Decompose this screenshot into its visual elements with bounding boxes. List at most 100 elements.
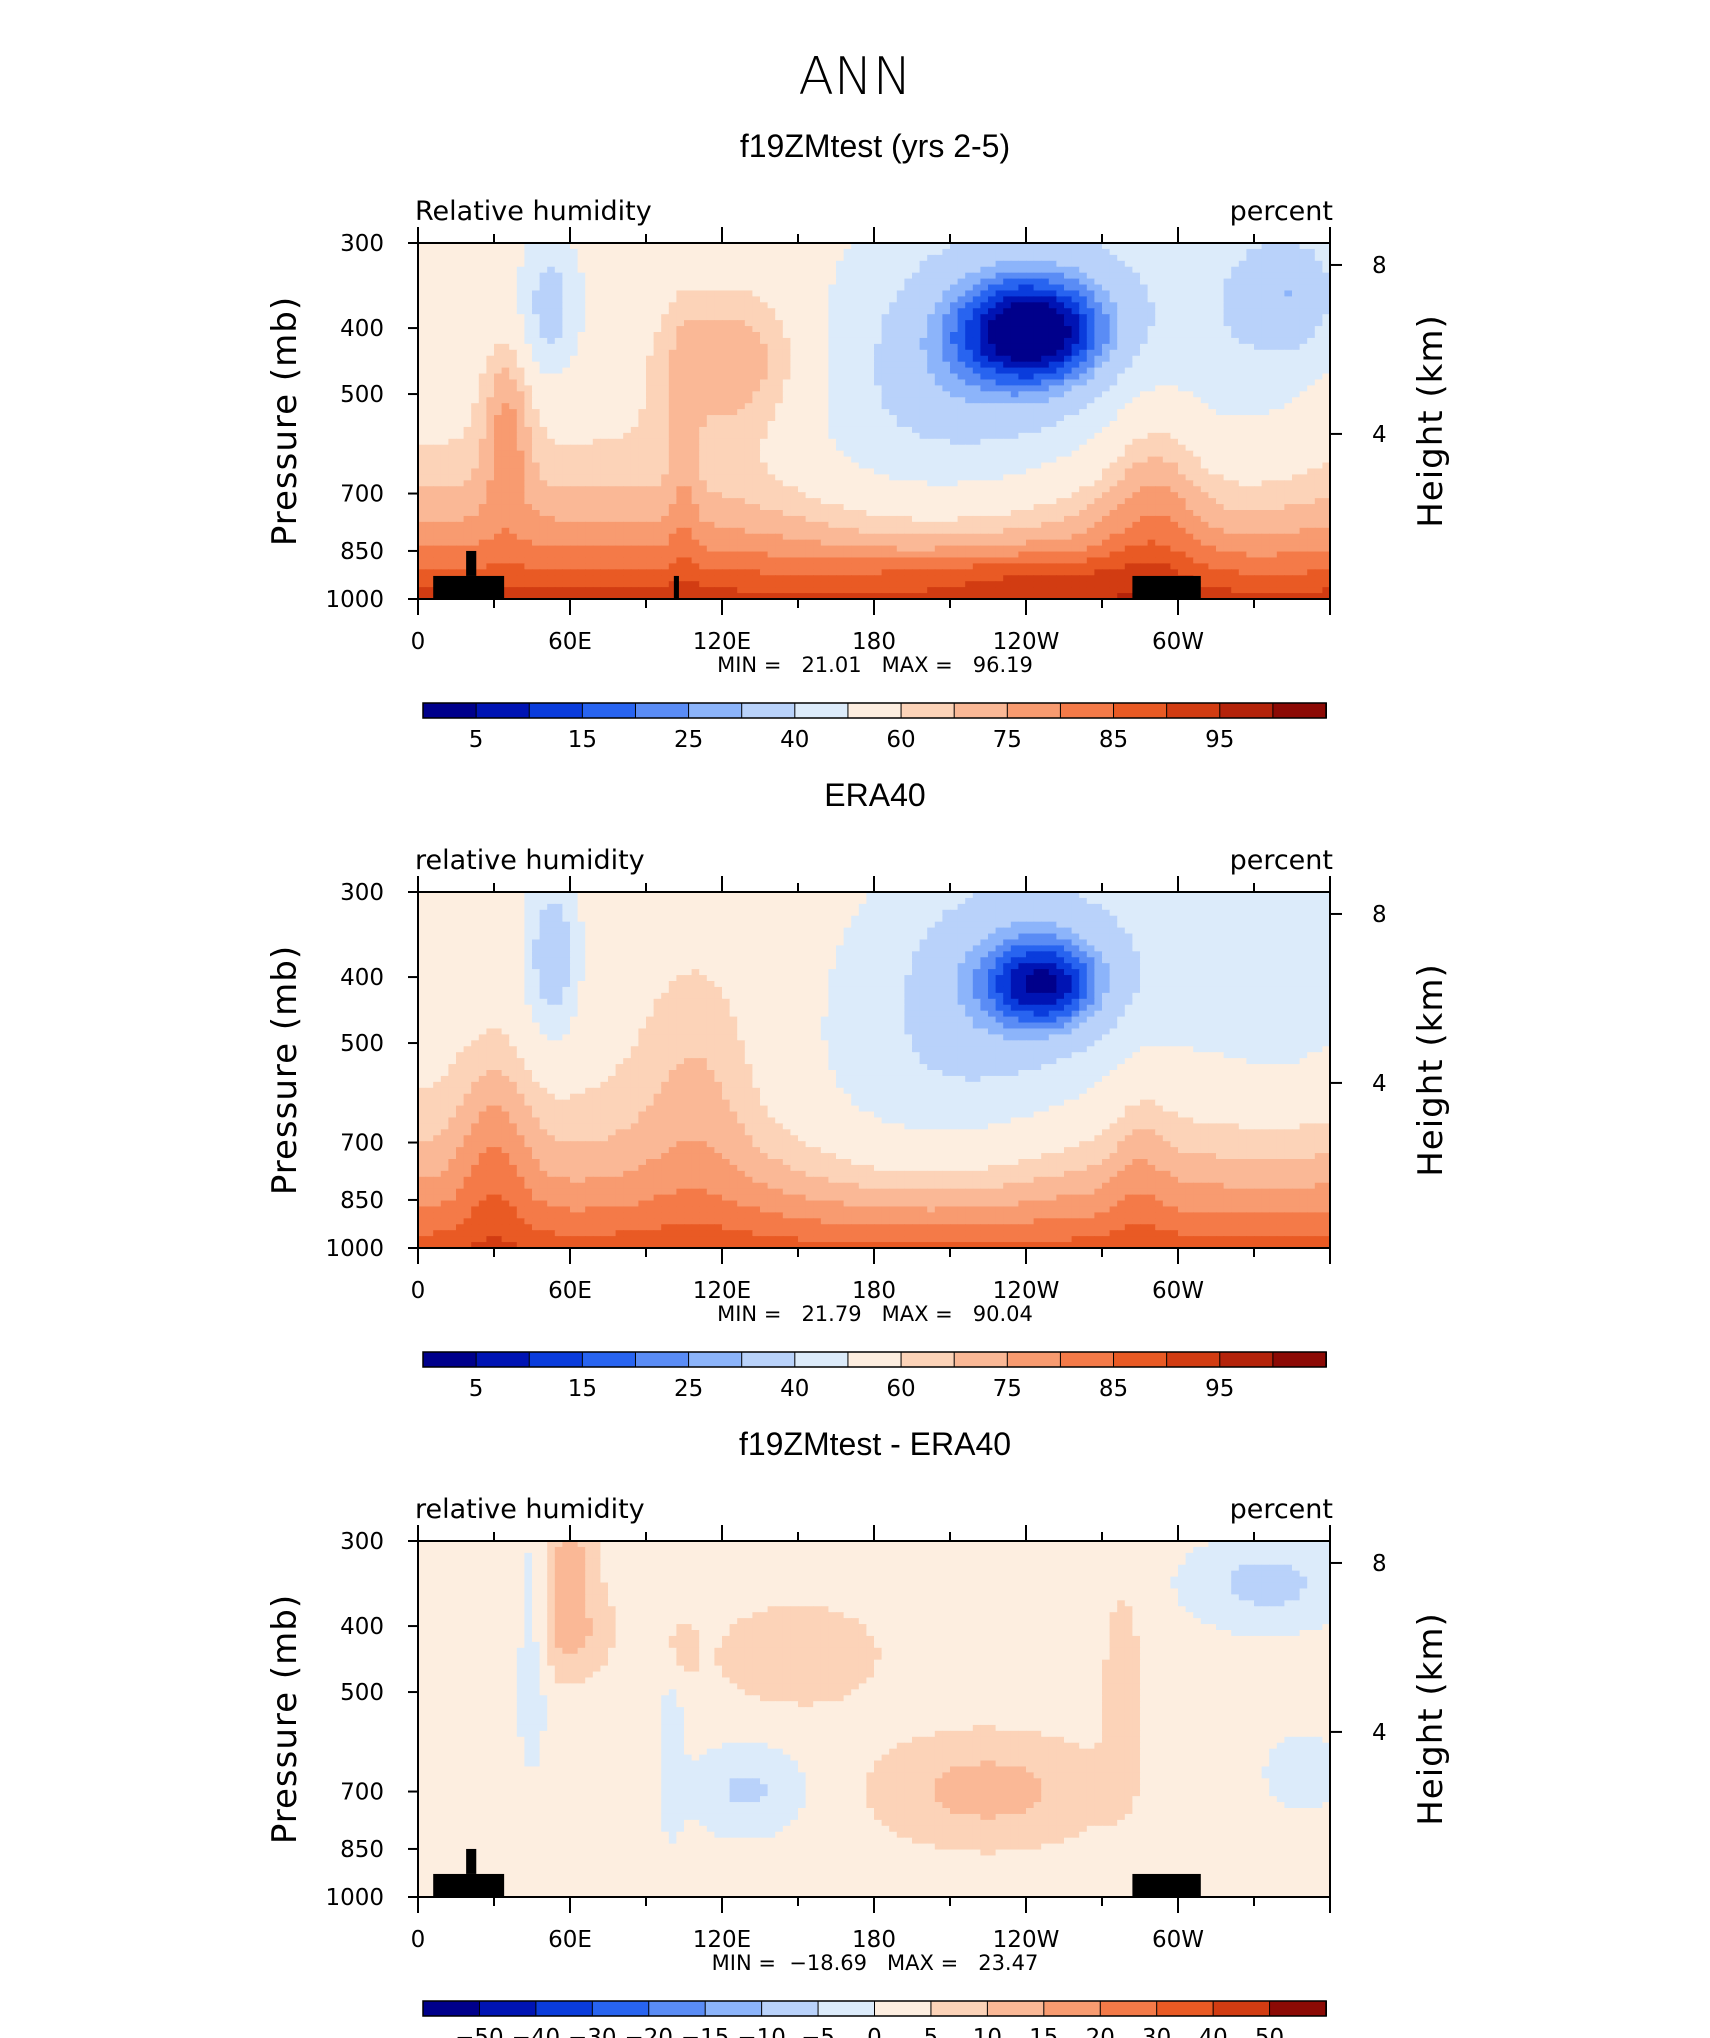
colorbar-swatch (986, 2000, 1045, 2017)
variable-label: relative humidity (415, 1494, 645, 1525)
x-tick-label: 0 (411, 1278, 426, 1304)
variable-label: relative humidity (415, 845, 645, 876)
colorbar-swatch (1219, 1351, 1274, 1368)
colorbar-label: 40 (1198, 2025, 1227, 2038)
y-tick-label: 500 (340, 1680, 384, 1706)
colorbar-label: 30 (1142, 2025, 1171, 2038)
y2-axis-title: Height (km) (1411, 963, 1451, 1177)
x-tick-label: 120W (993, 629, 1060, 655)
topography-mask (433, 1848, 1201, 1897)
colorbar-label: 60 (886, 1376, 915, 1402)
y2-axis-title: Height (km) (1411, 1612, 1451, 1826)
colorbar-swatch (1212, 2000, 1271, 2017)
y-axis-title: Pressure (mb) (265, 296, 305, 546)
x-tick-label: 180 (852, 1278, 896, 1304)
x-tick-label: 0 (411, 629, 426, 655)
colorbar-label: 0 (867, 2025, 882, 2038)
colorbar-swatch (634, 1351, 690, 1368)
panel-title: f19ZMtest - ERA40 (739, 1426, 1011, 1462)
colorbar-frame (422, 2000, 1327, 2017)
x-tick-label: 120E (693, 629, 751, 655)
colorbar-swatch (900, 702, 956, 719)
y2-tick-label: 4 (1372, 1720, 1387, 1746)
colorbar-swatch (688, 702, 743, 719)
x-tick-label: 60E (548, 1278, 592, 1304)
colorbar-label: 5 (469, 727, 484, 753)
y-tick-label: 400 (340, 965, 384, 991)
colorbar-swatch (874, 2000, 932, 2017)
colorbar-swatch (688, 1351, 743, 1368)
colorbar-label: 40 (780, 1376, 809, 1402)
y2-tick-label: 8 (1372, 902, 1387, 928)
colorbar-swatch (1113, 1351, 1168, 1368)
colorbar-label: 95 (1205, 1376, 1234, 1402)
y-tick-label: 700 (340, 1131, 384, 1157)
x-tick-label: 180 (852, 629, 896, 655)
colorbar-swatch (930, 2000, 989, 2017)
colorbar-swatch (900, 1351, 956, 1368)
contour-field (418, 1541, 1331, 1898)
topography-mask (433, 550, 1201, 599)
colorbar-label: −20 (624, 2025, 673, 2038)
colorbar: −50 −40 −30 −20 −15 −10 −5 0 5 10 15 20 30 40 50 (422, 2000, 1328, 2038)
y-tick-label: 1000 (325, 1236, 384, 1262)
colorbar-swatch (1059, 1351, 1115, 1368)
colorbar-swatch (581, 702, 637, 719)
x-tick-label: 60E (548, 629, 592, 655)
colorbar-swatch (847, 702, 903, 719)
colorbar-label: −15 (681, 2025, 730, 2038)
colorbar-swatch (1166, 1351, 1221, 1368)
colorbar-swatch (1006, 1351, 1062, 1368)
colorbar-frame (422, 702, 1327, 719)
colorbar-swatch (422, 702, 478, 719)
colorbar-label: 5 (469, 1376, 484, 1402)
y-tick-label: 850 (340, 1837, 384, 1863)
y-tick-label: 850 (340, 1188, 384, 1214)
colorbar-swatch (1043, 2000, 1102, 2017)
colorbar-swatch (634, 702, 690, 719)
colorbar-swatch (1219, 702, 1274, 719)
colorbar-label: 85 (1099, 1376, 1128, 1402)
y-axis-title: Pressure (mb) (265, 945, 305, 1195)
y-tick-label: 300 (340, 231, 384, 257)
panel-1: f19ZMtest (yrs 2-5) Relative humidity perc… (265, 128, 1451, 753)
y-tick-label: 1000 (325, 587, 384, 613)
x-tick-label: 60E (548, 1927, 592, 1953)
x-tick-label: 0 (411, 1927, 426, 1953)
colorbar-label: −30 (568, 2025, 617, 2038)
colorbar-swatch (591, 2000, 650, 2017)
y-tick-label: 700 (340, 482, 384, 508)
y-tick-label: 700 (340, 1780, 384, 1806)
colorbar-swatch (528, 1351, 584, 1368)
y-tick-label: 300 (340, 1529, 384, 1555)
colorbar-swatch (1166, 702, 1221, 719)
colorbar-label: 85 (1099, 727, 1128, 753)
y2-tick-label: 8 (1372, 253, 1387, 279)
y-tick-label: 300 (340, 880, 384, 906)
colorbar-label: −40 (512, 2025, 561, 2038)
y-tick-label: 500 (340, 382, 384, 408)
colorbar-label: 95 (1205, 727, 1234, 753)
colorbar-label: −5 (801, 2025, 835, 2038)
x-tick-label: 120W (993, 1927, 1060, 1953)
colorbar-swatch (794, 1351, 849, 1368)
panel-3: f19ZMtest - ERA40 relative humidity percen… (265, 1426, 1451, 2038)
colorbar-swatch (847, 1351, 903, 1368)
colorbar-swatch (761, 2000, 820, 2017)
x-tick-label: 180 (852, 1927, 896, 1953)
colorbar-swatch (475, 1351, 531, 1368)
y-axis-title: Pressure (mb) (265, 1594, 305, 1844)
colorbar-swatch (741, 702, 796, 719)
colorbar-label: −50 (455, 2025, 504, 2038)
colorbar-label: 15 (568, 1376, 597, 1402)
x-tick-label: 60W (1152, 1927, 1204, 1953)
x-tick-label: 60W (1152, 1278, 1204, 1304)
colorbar-swatch (581, 1351, 637, 1368)
units-label: percent (1230, 1494, 1333, 1525)
contour-field (418, 892, 1331, 1249)
units-label: percent (1230, 845, 1333, 876)
colorbar-swatch (794, 702, 849, 719)
colorbar-swatch (1006, 702, 1062, 719)
colorbar-label: 15 (1029, 2025, 1058, 2038)
